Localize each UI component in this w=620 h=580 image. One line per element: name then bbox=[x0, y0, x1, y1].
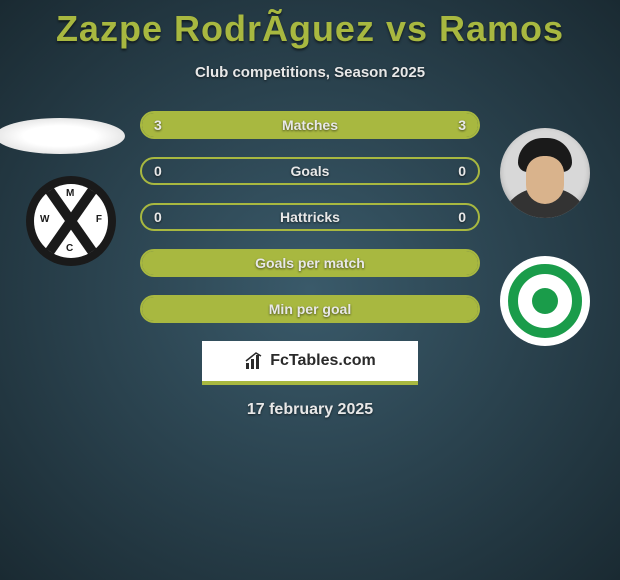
brand-text: FcTables.com bbox=[270, 352, 376, 370]
stat-value-left: 0 bbox=[154, 163, 162, 179]
stat-row: Min per goal bbox=[140, 295, 480, 323]
stat-row: Goals per match bbox=[140, 249, 480, 277]
page-subtitle: Club competitions, Season 2025 bbox=[0, 64, 620, 81]
stat-label: Matches bbox=[282, 117, 338, 133]
stat-value-right: 3 bbox=[458, 117, 466, 133]
stat-row: 3 3 Matches bbox=[140, 111, 480, 139]
stats-area: 3 3 Matches 0 0 Goals 0 0 Hattricks Goals per mat… bbox=[0, 111, 620, 323]
chart-icon bbox=[244, 351, 264, 371]
stat-value-right: 0 bbox=[458, 163, 466, 179]
stat-label: Goals per match bbox=[255, 255, 365, 271]
stat-label: Hattricks bbox=[280, 209, 340, 225]
stat-label: Min per goal bbox=[269, 301, 351, 317]
stat-value-right: 0 bbox=[458, 209, 466, 225]
stat-row: 0 0 Hattricks bbox=[140, 203, 480, 231]
stat-label: Goals bbox=[291, 163, 330, 179]
footer-date: 17 february 2025 bbox=[0, 401, 620, 419]
stat-value-left: 3 bbox=[154, 117, 162, 133]
stat-value-left: 0 bbox=[154, 209, 162, 225]
page-title: Zazpe RodrÃ­guez vs Ramos bbox=[0, 0, 620, 50]
brand-box: FcTables.com bbox=[202, 341, 418, 385]
stat-row: 0 0 Goals bbox=[140, 157, 480, 185]
